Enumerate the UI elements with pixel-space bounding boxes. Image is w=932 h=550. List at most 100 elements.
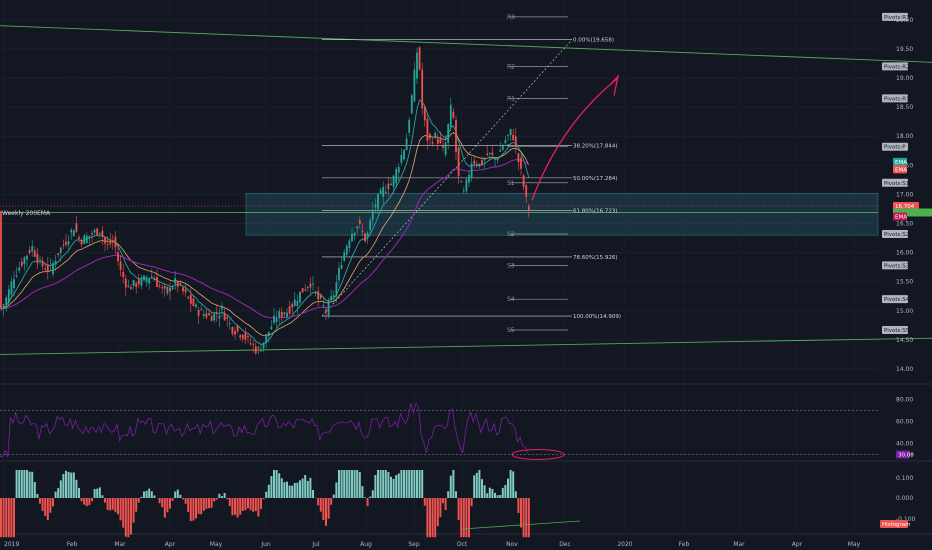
candle-body — [436, 138, 439, 144]
rsi-tick-label: 60.00 — [896, 418, 913, 425]
candle-body — [33, 250, 36, 257]
candle-body — [499, 150, 502, 152]
pivot-axis-tag-bg — [882, 295, 908, 304]
ema-slow-tag: EMA — [893, 212, 907, 221]
candle-body — [312, 283, 314, 285]
histogram-bar — [104, 498, 106, 503]
histogram-bar — [343, 470, 346, 498]
candle-body — [145, 278, 148, 283]
pivot-axis-tag: Pivots:S3 — [882, 261, 910, 270]
histogram-bar — [18, 470, 21, 498]
time-tick-label: Feb — [679, 541, 690, 548]
histogram-divergence-line — [461, 520, 581, 530]
histogram-bar — [335, 482, 338, 498]
histogram-bar — [75, 479, 78, 498]
histogram-bar — [5, 498, 8, 538]
histogram-bar — [332, 494, 335, 498]
candle-body — [444, 142, 447, 155]
pivot-axis-tag-text: Pivots:S2 — [884, 232, 909, 238]
candle-body — [286, 312, 288, 317]
time-tick-label: Dec — [559, 541, 571, 548]
candle-body — [241, 334, 244, 340]
histogram-bar — [208, 498, 210, 509]
histogram-bar — [475, 472, 478, 498]
histogram-bar — [241, 498, 244, 511]
ema-fast-line — [0, 99, 530, 345]
candle-body — [384, 191, 387, 194]
candle-body — [364, 233, 366, 242]
candle-body — [491, 152, 494, 155]
price-axis[interactable]: 20.0019.5019.0018.5018.0017.5017.0016.50… — [896, 17, 916, 523]
time-axis[interactable]: 2019 Feb Mar Apr May Jun Jul Aug Sep Oct Nov Dec 202… — [4, 541, 861, 548]
candle-body — [288, 306, 291, 314]
histogram-tag-bg — [880, 520, 908, 528]
candle-body — [78, 236, 80, 239]
histogram-bar — [143, 491, 145, 498]
candle-body — [210, 316, 213, 322]
candle-body — [252, 344, 255, 346]
histogram-bar — [395, 475, 398, 498]
histogram-bar — [452, 470, 455, 498]
ema-mid-tag: EMA — [893, 165, 907, 174]
histogram-bar — [429, 498, 431, 538]
candle-body — [314, 291, 317, 294]
candle-body — [265, 334, 268, 344]
histogram-bar — [384, 470, 387, 498]
time-tick-label: Sep — [408, 541, 420, 548]
histogram-bar — [330, 498, 333, 505]
histogram-bar — [15, 470, 18, 498]
candle-body — [392, 175, 395, 188]
histogram-bar — [468, 498, 470, 538]
candle-body — [260, 350, 262, 352]
time-tick-label: Apr — [792, 541, 803, 548]
upper-channel-line — [0, 25, 932, 63]
histogram-bar — [109, 498, 112, 511]
pivot-axis-tag: Pivots:S1 — [882, 178, 909, 187]
candle-body — [2, 304, 5, 309]
histogram-bar — [176, 489, 179, 498]
candle-body — [483, 158, 486, 161]
histogram-bar — [520, 498, 522, 528]
histogram-bar — [444, 498, 447, 510]
candle-body — [338, 268, 340, 281]
candle-body — [397, 166, 400, 173]
histogram-bar — [361, 486, 364, 498]
candle-body — [57, 253, 60, 255]
candle-body — [221, 307, 223, 310]
candle-body — [293, 299, 296, 306]
rsi-tick-label: 40.00 — [896, 440, 913, 447]
candle-body — [5, 297, 8, 305]
histogram-bar — [403, 470, 405, 498]
time-tick-label: Jul — [311, 541, 320, 548]
histogram-bar — [148, 488, 151, 498]
candle-body — [361, 231, 364, 233]
candle-body — [187, 296, 190, 299]
histogram-bar — [338, 470, 340, 498]
histogram-bar — [106, 498, 109, 510]
histogram-bar — [291, 485, 294, 498]
candle-body — [413, 69, 416, 102]
candle-body — [226, 316, 229, 319]
histogram-bar — [218, 493, 221, 498]
candle-body — [153, 278, 156, 281]
candle-body — [410, 95, 413, 114]
candle-body — [117, 252, 119, 261]
pivot-label: P — [507, 144, 511, 151]
histogram-bar — [52, 498, 54, 507]
histogram-bar — [405, 470, 408, 498]
pivot-axis-tag: Pivots:S5 — [882, 326, 910, 335]
histogram-bar — [179, 494, 182, 498]
histogram-bar — [364, 497, 366, 498]
pivot-axis-tag: Pivots:P — [882, 142, 908, 151]
candle-body — [299, 291, 301, 303]
histogram-bar — [41, 498, 44, 511]
histogram-bar — [301, 478, 304, 498]
candle-body — [512, 134, 515, 141]
histogram-bar — [462, 498, 465, 538]
candle-body — [408, 120, 411, 133]
candle-body — [278, 311, 281, 318]
pivot-axis-tag-bg — [882, 178, 908, 187]
candle-body — [111, 241, 114, 243]
ema-slow-tag-bg — [893, 212, 907, 221]
